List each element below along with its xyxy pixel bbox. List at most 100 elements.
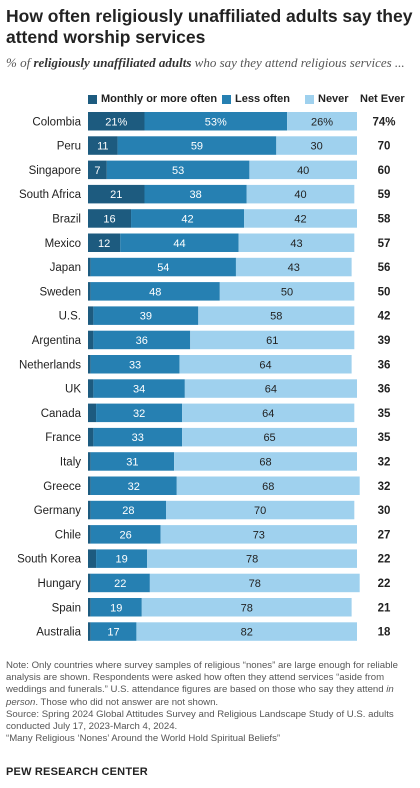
net-ever-singapore: 60	[378, 165, 391, 177]
data-label-hungary-less-often: 22	[114, 578, 126, 590]
category-label-australia: Australia	[36, 627, 81, 639]
data-label-netherlands-never: 64	[259, 359, 271, 371]
subtitle-emphasis: religiously unaffiliated adults	[33, 55, 192, 70]
bar-australia-never	[136, 622, 357, 641]
category-label-greece: Greece	[43, 481, 81, 493]
category-label-south-korea: South Korea	[17, 554, 82, 566]
bar-hungary-monthly-or-more-often	[88, 573, 91, 593]
note-emphasis: in person	[6, 684, 394, 708]
bar-japan-less-often	[90, 257, 236, 277]
bar-argentina-less-often	[93, 330, 191, 350]
data-label-brazil-monthly-or-more-often: 16	[103, 213, 115, 225]
net-ever-peru: 70	[378, 141, 391, 153]
chart-subtitle: % of religiously unaffiliated adults who…	[6, 54, 411, 71]
bar-colombia-never	[287, 112, 357, 131]
net-ever-uk: 36	[378, 384, 391, 396]
bar-greece-never	[176, 476, 360, 495]
category-label-colombia: Colombia	[32, 116, 81, 128]
data-label-south-africa-never: 40	[294, 189, 306, 201]
bar-argentina-monthly-or-more-often	[88, 330, 94, 350]
category-label-canada: Canada	[41, 408, 82, 420]
bar-italy-never	[174, 452, 357, 471]
legend-swatch-never	[305, 94, 314, 104]
bar-singapore-monthly-or-more-often	[88, 160, 107, 180]
net-ever-header: Net Ever	[360, 93, 405, 105]
data-label-italy-less-often: 31	[126, 456, 138, 468]
category-label-brazil: Brazil	[52, 213, 81, 225]
bar-hungary-less-often	[90, 573, 150, 593]
data-label-mexico-never: 43	[290, 238, 302, 250]
bar-south-korea-less-often	[96, 549, 148, 568]
bar-germany-never	[166, 500, 355, 520]
bar-greece-monthly-or-more-often	[88, 476, 91, 495]
bar-peru-never	[276, 136, 357, 155]
net-ever-mexico: 57	[378, 238, 391, 250]
bar-canada-monthly-or-more-often	[88, 403, 97, 423]
bar-spain-monthly-or-more-often	[88, 598, 91, 617]
net-ever-netherlands: 36	[378, 359, 391, 371]
data-label-south-africa-monthly-or-more-often: 21	[110, 189, 122, 201]
bar-spain-less-often	[90, 598, 142, 617]
data-label-colombia-never: 26%	[311, 116, 333, 128]
category-label-u-s: U.S.	[59, 311, 81, 323]
source-text: Source: Spring 2024 Global Attitudes Sur…	[6, 708, 394, 733]
net-ever-colombia: 74%	[372, 116, 395, 128]
net-ever-germany: 30	[378, 505, 391, 517]
bar-u-s-monthly-or-more-often	[88, 306, 94, 325]
bar-italy-monthly-or-more-often	[88, 452, 91, 471]
bar-brazil-never	[244, 209, 357, 228]
net-ever-australia: 18	[378, 627, 391, 639]
bar-mexico-less-often	[120, 233, 239, 252]
net-ever-brazil: 58	[378, 213, 391, 225]
data-label-italy-never: 68	[259, 456, 271, 468]
category-label-south-africa: South Africa	[19, 189, 82, 201]
bar-uk-less-often	[93, 379, 185, 398]
data-label-uk-less-often: 34	[133, 384, 145, 396]
bar-canada-less-often	[96, 403, 183, 423]
bar-south-africa-never	[246, 184, 355, 204]
bar-hungary-never	[149, 573, 360, 593]
bar-singapore-never	[249, 160, 357, 180]
net-ever-argentina: 39	[378, 335, 391, 347]
net-ever-italy: 32	[378, 456, 391, 468]
legend-item-monthly: Monthly or more often	[88, 93, 217, 105]
data-label-germany-less-often: 28	[122, 505, 134, 517]
net-ever-chile: 27	[378, 529, 391, 541]
data-label-south-korea-less-often: 19	[116, 554, 128, 566]
category-label-uk: UK	[65, 384, 81, 396]
bar-japan-never	[235, 257, 352, 277]
data-label-spain-never: 78	[241, 602, 253, 614]
bar-italy-less-often	[90, 452, 175, 471]
data-label-australia-never: 82	[241, 627, 253, 639]
net-ever-spain: 21	[378, 602, 391, 614]
legend-label-less: Less often	[235, 93, 291, 105]
bar-uk-monthly-or-more-often	[88, 379, 94, 398]
bar-mexico-never	[238, 233, 355, 252]
legend-swatch-less	[222, 94, 231, 104]
data-label-uk-never: 64	[265, 384, 277, 396]
bar-australia-monthly-or-more-often	[88, 622, 91, 641]
bar-peru-less-often	[117, 136, 277, 155]
bar-greece-less-often	[90, 476, 177, 495]
bar-u-s-never	[198, 306, 355, 325]
bar-germany-less-often	[90, 500, 167, 520]
data-label-brazil-less-often: 42	[181, 213, 193, 225]
data-label-argentina-less-often: 36	[136, 335, 148, 347]
report-title: “Many Religious ‘Nones’ Around the World…	[6, 733, 281, 745]
bar-sweden-never	[219, 282, 355, 301]
net-ever-france: 35	[378, 432, 391, 444]
data-label-peru-monthly-or-more-often: 11	[97, 141, 108, 153]
bar-japan-monthly-or-more-often	[88, 257, 91, 277]
net-ever-south-africa: 59	[378, 189, 391, 201]
data-label-singapore-monthly-or-more-often: 7	[94, 165, 100, 177]
bar-australia-less-often	[90, 622, 137, 641]
category-label-netherlands: Netherlands	[19, 359, 81, 371]
bar-south-korea-monthly-or-more-often	[88, 549, 97, 568]
data-label-south-korea-never: 78	[246, 554, 258, 566]
net-ever-greece: 32	[378, 481, 391, 493]
data-label-canada-less-often: 32	[133, 408, 145, 420]
data-label-greece-less-often: 32	[128, 481, 140, 493]
net-ever-u-s: 42	[378, 311, 391, 323]
bar-u-s-less-often	[93, 306, 199, 325]
bar-france-never	[182, 427, 357, 447]
